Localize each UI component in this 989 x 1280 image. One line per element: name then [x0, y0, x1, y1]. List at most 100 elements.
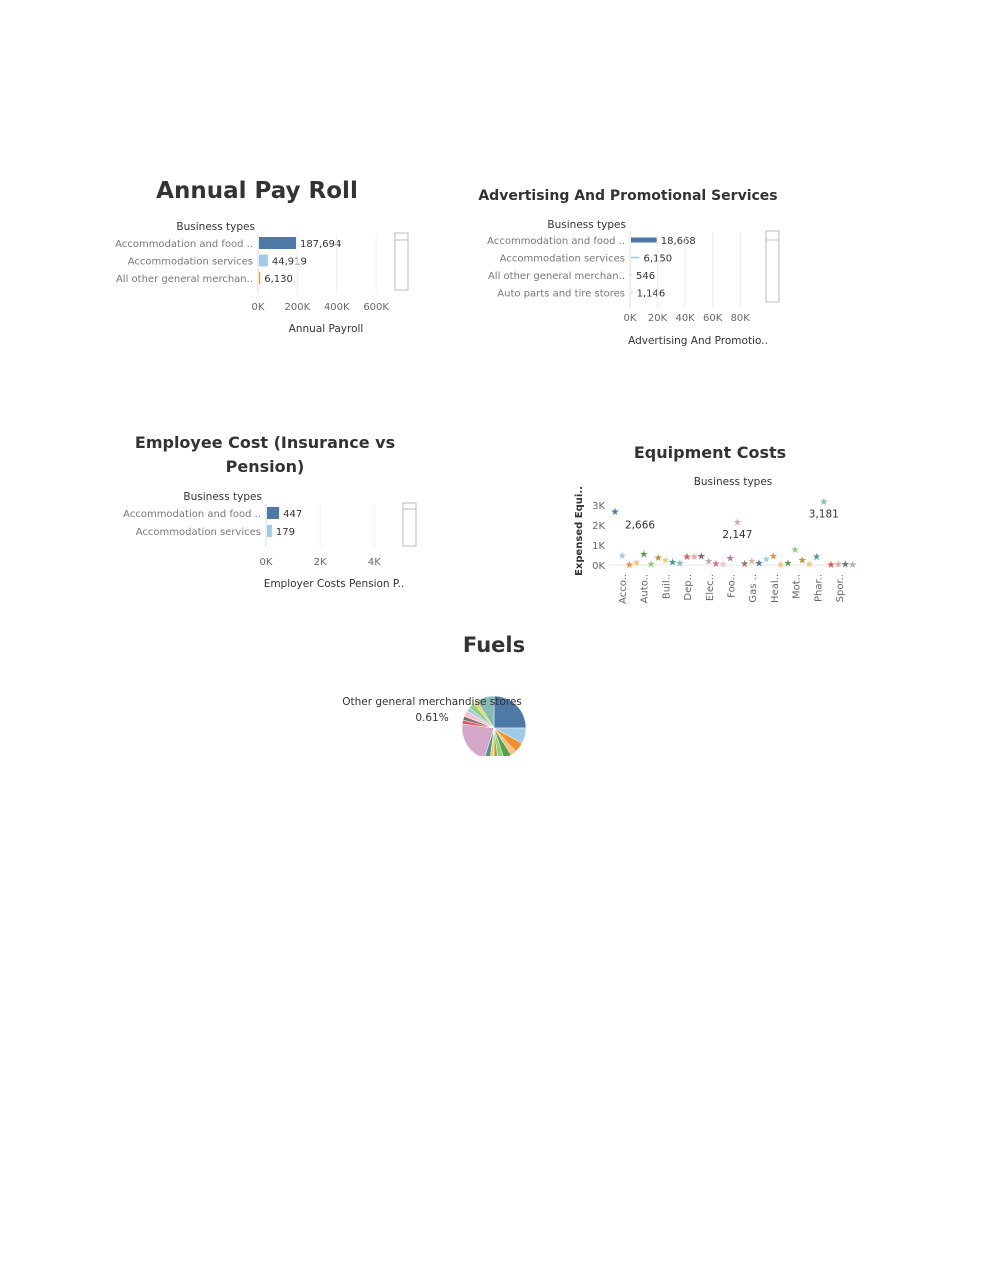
data-point[interactable]: ★: [733, 518, 742, 529]
pie-slice[interactable]: [493, 695, 527, 729]
equipment-header: Business types: [694, 476, 773, 488]
pie-slice[interactable]: [493, 727, 512, 758]
x-tick-label: Dep..: [683, 574, 694, 601]
data-point-label: 3,181: [809, 508, 839, 520]
x-tick-label: Foo..: [727, 574, 738, 598]
x-tick-label: 0K: [624, 313, 637, 324]
data-point[interactable]: ★: [841, 560, 850, 571]
y-tick-label: 1K: [592, 541, 605, 552]
data-point[interactable]: ★: [611, 507, 620, 518]
bar[interactable]: [259, 237, 296, 249]
category-label: Accommodation services: [136, 527, 261, 538]
advertising-title: Advertising And Promotional Services: [478, 188, 778, 204]
bar[interactable]: [267, 525, 272, 537]
x-tick-label: 40K: [675, 313, 695, 324]
x-tick-label: 20K: [648, 313, 668, 324]
advertising-scrollbar[interactable]: [765, 230, 780, 303]
pie-slice[interactable]: [484, 727, 495, 760]
data-point[interactable]: ★: [632, 558, 641, 569]
x-tick-label: Acco..: [618, 574, 629, 604]
employee-title-line2: Pension): [225, 457, 305, 476]
fuels-title: Fuels: [462, 633, 526, 657]
payroll-xlabel: Annual Payroll: [289, 323, 364, 335]
bar-value-label: 6,130: [264, 274, 293, 285]
x-tick-label: Gas ..: [748, 574, 759, 603]
bar-value-label: 44,919: [272, 257, 307, 268]
data-point[interactable]: ★: [675, 559, 684, 570]
x-tick-label: 2K: [314, 557, 327, 568]
x-tick-label: 0K: [252, 302, 265, 313]
data-point[interactable]: ★: [668, 558, 677, 569]
data-point[interactable]: ★: [747, 556, 756, 567]
data-point[interactable]: ★: [755, 558, 764, 569]
data-point[interactable]: ★: [791, 545, 800, 556]
bar[interactable]: [631, 256, 640, 259]
x-tick-label: Auto..: [640, 574, 651, 603]
bar[interactable]: [631, 274, 632, 276]
data-point[interactable]: ★: [719, 559, 728, 570]
bar-value-label: 546: [636, 271, 655, 282]
payroll-chart: Business types Accommodation and food ..…: [115, 221, 409, 335]
bar[interactable]: [259, 272, 261, 284]
data-point[interactable]: ★: [697, 552, 706, 563]
x-tick-label: 200K: [285, 302, 311, 313]
employee-title-line1: Employee Cost (Insurance vs: [134, 433, 396, 452]
data-point[interactable]: ★: [819, 497, 828, 508]
data-point[interactable]: ★: [625, 560, 634, 571]
data-point[interactable]: ★: [647, 560, 656, 571]
advertising-scrollbar-thumb[interactable]: [765, 230, 780, 241]
advertising-row-header: Business types: [547, 219, 626, 231]
data-point[interactable]: ★: [661, 556, 670, 567]
data-point[interactable]: ★: [690, 552, 699, 563]
data-point[interactable]: ★: [776, 560, 785, 571]
payroll-scrollbar-thumb[interactable]: [394, 232, 409, 241]
pie-slice[interactable]: [461, 723, 495, 758]
data-point[interactable]: ★: [783, 558, 792, 569]
data-point[interactable]: ★: [683, 552, 692, 563]
bar-value-label: 1,146: [637, 289, 666, 300]
pie-slice[interactable]: [493, 727, 498, 760]
data-point[interactable]: ★: [740, 559, 749, 570]
bar[interactable]: [267, 507, 280, 519]
data-point[interactable]: ★: [762, 555, 771, 566]
data-point[interactable]: ★: [726, 554, 735, 565]
data-point-label: 2,147: [722, 529, 752, 541]
category-label: All other general merchan..: [116, 274, 253, 285]
data-point[interactable]: ★: [711, 559, 720, 570]
equipment-chart: Business types Expensed Equi.. 3K2K1K0K …: [574, 476, 857, 604]
bar-value-label: 18,668: [661, 236, 696, 247]
x-tick-label: 0K: [260, 557, 273, 568]
advertising-xlabel: Advertising And Promotio..: [628, 335, 768, 347]
payroll-scrollbar[interactable]: [394, 232, 409, 291]
y-tick-label: 0K: [592, 561, 605, 572]
category-label: Accommodation and food ..: [123, 509, 261, 520]
bar[interactable]: [631, 237, 657, 243]
category-label: Accommodation and food ..: [487, 236, 625, 247]
data-point[interactable]: ★: [798, 555, 807, 566]
pie-slice[interactable]: [490, 727, 495, 760]
data-point[interactable]: ★: [618, 551, 627, 562]
bar[interactable]: [631, 291, 633, 294]
bar[interactable]: [259, 254, 268, 267]
data-point[interactable]: ★: [834, 559, 843, 570]
fuels-tooltip-value: 0.61%: [415, 712, 448, 724]
pie-slice[interactable]: [476, 695, 495, 729]
data-point[interactable]: ★: [827, 560, 836, 571]
data-point[interactable]: ★: [805, 559, 814, 570]
y-tick-label: 2K: [592, 521, 605, 532]
data-point[interactable]: ★: [639, 549, 648, 560]
data-point[interactable]: ★: [769, 551, 778, 562]
equipment-ylabel: Expensed Equi..: [574, 486, 585, 576]
data-point[interactable]: ★: [704, 556, 713, 567]
data-point[interactable]: ★: [812, 552, 821, 563]
data-point[interactable]: ★: [848, 560, 857, 571]
fuels-tooltip-name: Other general merchandise stores: [342, 696, 522, 708]
bar-value-label: 187,694: [300, 239, 341, 250]
x-tick-label: Phar..: [813, 574, 824, 602]
advertising-chart: Business types Accommodation and food ..…: [487, 219, 780, 347]
employee-chart: Business types Accommodation and food ..…: [123, 491, 417, 590]
category-label: Accommodation and food ..: [115, 239, 253, 250]
data-point[interactable]: ★: [654, 553, 663, 564]
employee-scrollbar-thumb[interactable]: [402, 502, 417, 510]
category-label: Accommodation services: [500, 254, 625, 265]
